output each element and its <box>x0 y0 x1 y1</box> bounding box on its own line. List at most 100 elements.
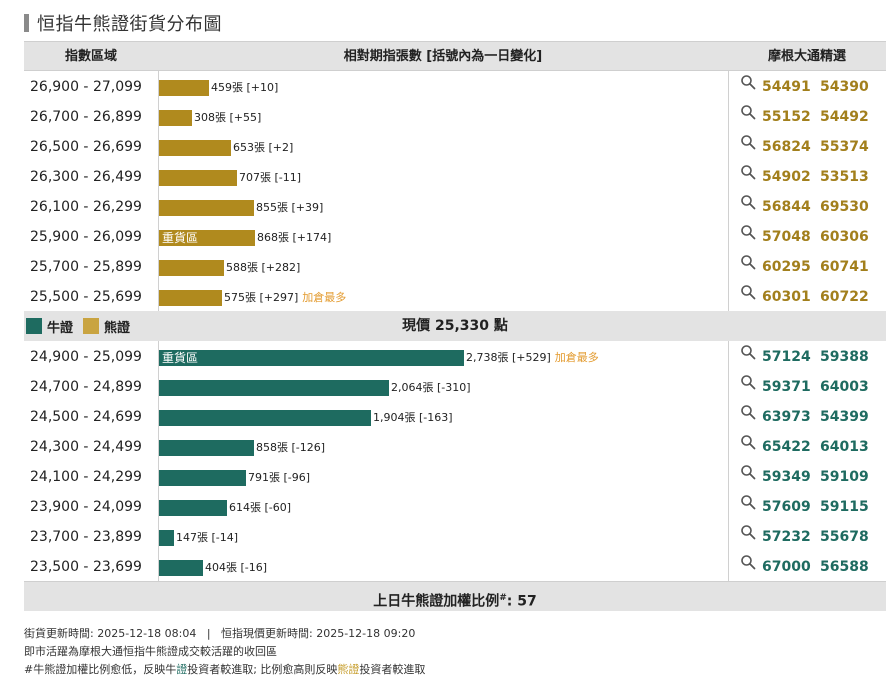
bull-bar <box>158 380 389 396</box>
warrant-code-link[interactable]: 54399 <box>820 409 869 425</box>
contracts-value: 147張 [-14] <box>176 531 239 544</box>
footnote-ratio-text-2: 投資者較進取; 比例愈高則反映 <box>187 663 338 676</box>
warrant-code-link[interactable]: 59349 <box>762 469 811 485</box>
warrant-code-link[interactable]: 57048 <box>762 229 811 245</box>
search-icon[interactable] <box>740 164 756 180</box>
bear-row: 26,900 - 27,099 459張 [+10] 54491 54390 <box>24 71 886 101</box>
contracts-label: 2,064張 [-310] <box>391 380 471 396</box>
search-icon[interactable] <box>740 104 756 120</box>
bear-row: 26,500 - 26,699 653張 [+2] 56824 55374 <box>24 131 886 161</box>
warrant-code-link[interactable]: 64003 <box>820 379 869 395</box>
search-icon[interactable] <box>740 374 756 390</box>
warrant-code-link[interactable]: 54491 <box>762 79 811 95</box>
search-icon[interactable] <box>740 494 756 510</box>
jpmorgan-picks: 57124 59388 <box>738 341 886 371</box>
contracts-label: 653張 [+2] <box>233 140 293 156</box>
title-marker <box>24 14 29 32</box>
search-icon[interactable] <box>740 194 756 210</box>
warrant-code-link[interactable]: 56844 <box>762 199 811 215</box>
search-icon[interactable] <box>740 524 756 540</box>
ratio-label: 上日牛熊證加權比例 <box>373 593 500 610</box>
search-icon[interactable] <box>740 74 756 90</box>
warrant-code-link[interactable]: 53513 <box>820 169 869 185</box>
most-added-note: 加倉最多 <box>302 291 347 304</box>
warrant-code-link[interactable]: 65422 <box>762 439 811 455</box>
footnotes: 街貨更新時間: 2025-12-18 08:04 | 恒指現價更新時間: 202… <box>24 625 425 679</box>
warrant-code-link[interactable]: 55152 <box>762 109 811 125</box>
bear-row: 25,700 - 25,899 588張 [+282] 60295 60741 <box>24 251 886 281</box>
contracts-value: 2,738張 [+529] <box>466 351 551 364</box>
jpmorgan-picks: 56824 55374 <box>738 131 886 161</box>
warrant-code-link[interactable]: 67000 <box>762 559 811 575</box>
warrant-code-link[interactable]: 60295 <box>762 259 811 275</box>
warrant-code-link[interactable]: 60301 <box>762 289 811 305</box>
bear-bar <box>158 80 209 96</box>
contracts-value: 868張 [+174] <box>257 231 332 244</box>
page-title-bar: 恒指牛熊證街貨分布圖 <box>24 12 222 35</box>
index-range: 26,500 - 26,699 <box>30 139 142 155</box>
search-icon[interactable] <box>740 434 756 450</box>
index-range: 26,700 - 26,899 <box>30 109 142 125</box>
warrant-code-link[interactable]: 59109 <box>820 469 869 485</box>
legend-bear: 熊證 <box>83 317 130 336</box>
contracts-label: 588張 [+282] <box>226 260 300 276</box>
contracts-value: 791張 [-96] <box>248 471 311 484</box>
table-header: 指數區域 相對期指張數 [括號內為一日變化] 摩根大通精選 <box>24 41 886 71</box>
search-icon[interactable] <box>740 464 756 480</box>
warrant-code-link[interactable]: 57232 <box>762 529 811 545</box>
current-price-row: 牛證 熊證 現價 25,330 點 <box>24 311 886 341</box>
warrant-code-link[interactable]: 57124 <box>762 349 811 365</box>
bear-row: 26,300 - 26,499 707張 [-11] 54902 53513 <box>24 161 886 191</box>
search-icon[interactable] <box>740 284 756 300</box>
bull-bar <box>158 470 246 486</box>
jpmorgan-picks: 59349 59109 <box>738 461 886 491</box>
index-range: 23,700 - 23,899 <box>30 529 142 545</box>
warrant-code-link[interactable]: 60722 <box>820 289 869 305</box>
warrant-code-link[interactable]: 59371 <box>762 379 811 395</box>
jpmorgan-picks: 60301 60722 <box>738 281 886 311</box>
bull-bar <box>158 410 371 426</box>
search-icon[interactable] <box>740 254 756 270</box>
jpmorgan-picks: 57048 60306 <box>738 221 886 251</box>
index-range: 23,500 - 23,699 <box>30 559 142 575</box>
search-icon[interactable] <box>740 344 756 360</box>
warrant-code-link[interactable]: 56824 <box>762 139 811 155</box>
index-range: 23,900 - 24,099 <box>30 499 142 515</box>
warrant-code-link[interactable]: 63973 <box>762 409 811 425</box>
footnote-ratio: #牛熊證加權比例愈低，反映牛證投資者較進取; 比例愈高則反映熊證投資者較進取 <box>24 661 425 679</box>
warrant-code-link[interactable]: 60741 <box>820 259 869 275</box>
bear-bar <box>158 290 222 306</box>
warrant-code-link[interactable]: 59115 <box>820 499 869 515</box>
warrant-code-link[interactable]: 54902 <box>762 169 811 185</box>
contracts-label: 404張 [-16] <box>205 560 267 576</box>
search-icon[interactable] <box>740 554 756 570</box>
warrant-code-link[interactable]: 64013 <box>820 439 869 455</box>
bull-bar <box>158 560 203 576</box>
weighted-ratio: 上日牛熊證加權比例#: 57 <box>24 581 886 611</box>
contracts-label: 614張 [-60] <box>229 500 291 516</box>
warrant-code-link[interactable]: 55374 <box>820 139 869 155</box>
bear-bar <box>158 200 254 216</box>
warrant-code-link[interactable]: 56588 <box>820 559 869 575</box>
warrant-code-link[interactable]: 69530 <box>820 199 869 215</box>
index-range: 25,500 - 25,699 <box>30 289 142 305</box>
contracts-value: 459張 [+10] <box>211 81 279 94</box>
search-icon[interactable] <box>740 224 756 240</box>
warrant-code-link[interactable]: 59388 <box>820 349 869 365</box>
contracts-label: 855張 [+39] <box>256 200 323 216</box>
index-range: 26,100 - 26,299 <box>30 199 142 215</box>
legend: 牛證 熊證 <box>26 311 140 341</box>
update-times: 街貨更新時間: 2025-12-18 08:04 | 恒指現價更新時間: 202… <box>24 627 416 640</box>
column-divider <box>728 71 729 311</box>
warrant-code-link[interactable]: 60306 <box>820 229 869 245</box>
jpmorgan-picks: 54491 54390 <box>738 71 886 101</box>
warrant-code-link[interactable]: 54492 <box>820 109 869 125</box>
search-icon[interactable] <box>740 134 756 150</box>
warrant-code-link[interactable]: 54390 <box>820 79 869 95</box>
bear-bar <box>158 140 231 156</box>
warrant-code-link[interactable]: 57609 <box>762 499 811 515</box>
search-icon[interactable] <box>740 404 756 420</box>
bear-row: 26,700 - 26,899 308張 [+55] 55152 54492 <box>24 101 886 131</box>
warrant-code-link[interactable]: 55678 <box>820 529 869 545</box>
jpmorgan-picks: 57232 55678 <box>738 521 886 551</box>
